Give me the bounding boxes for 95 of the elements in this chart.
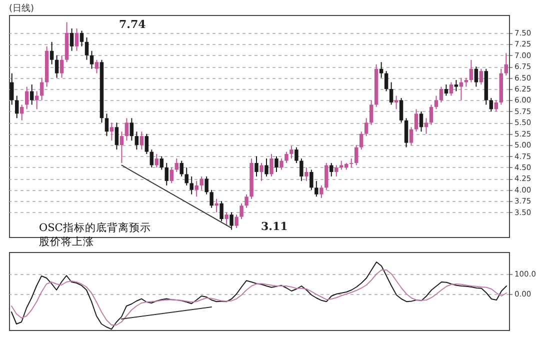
- candlestick: [94, 59, 99, 74]
- candlestick: [170, 166, 174, 184]
- candlestick: [110, 122, 114, 142]
- chart-title: (日线): [9, 3, 34, 14]
- candlestick: [200, 176, 204, 190]
- candlestick: [294, 146, 298, 164]
- candlestick: [260, 162, 264, 182]
- candlestick: [134, 131, 139, 150]
- candlestick: [419, 110, 424, 132]
- candlestick: [164, 162, 169, 186]
- candlestick: [334, 164, 338, 177]
- candlestick: [444, 84, 448, 96]
- candlestick: [74, 28, 79, 52]
- annotation: 7.74: [119, 18, 146, 31]
- candlestick: [300, 158, 304, 182]
- candlestick: [40, 77, 44, 101]
- candlestick: [254, 156, 258, 177]
- candlestick: [354, 144, 358, 166]
- candlestick: [244, 194, 248, 208]
- candlestick: [320, 184, 324, 198]
- candlestick: [394, 95, 398, 110]
- candlestick: [160, 156, 164, 170]
- line-series: [11, 270, 507, 326]
- candlestick: [90, 50, 94, 70]
- candlestick: [184, 166, 188, 186]
- candlestick: [30, 84, 34, 106]
- candlestick: [489, 97, 494, 112]
- candlestick: [140, 131, 144, 150]
- candlestick: [214, 198, 218, 213]
- candlestick: [154, 154, 159, 168]
- candlestick: [80, 30, 84, 47]
- candlestick: [204, 176, 208, 195]
- candlestick: [310, 169, 314, 190]
- candlestick: [144, 133, 149, 155]
- candlestick: [409, 126, 414, 146]
- candlestick: [364, 118, 368, 137]
- candlestick: [104, 113, 109, 137]
- candlestick: [324, 162, 328, 190]
- candlestick: [224, 212, 228, 226]
- candlestick: [234, 214, 238, 229]
- annotation: OSC指标的底背离预示股价将上涨: [39, 221, 151, 248]
- candlestick: [24, 86, 29, 110]
- candlestick: [84, 36, 89, 60]
- candlestick: [174, 158, 178, 172]
- candlestick: [434, 95, 438, 110]
- candlestick: [20, 104, 24, 121]
- candlestick: [60, 54, 64, 78]
- candlestick: [479, 68, 484, 86]
- candlestick: [330, 162, 334, 177]
- candlestick: [414, 108, 418, 132]
- candlestick: [114, 122, 119, 150]
- candlestick: [449, 82, 454, 96]
- candlestick: [399, 97, 404, 124]
- candlestick: [194, 180, 198, 198]
- candlestick: [274, 156, 278, 172]
- candlestick: [124, 118, 129, 142]
- candlestick: [14, 95, 19, 119]
- candlestick: [220, 200, 224, 222]
- candlestick: [10, 72, 14, 106]
- candlestick: [120, 131, 124, 164]
- candlestick: [70, 28, 74, 52]
- candlestick: [230, 212, 234, 230]
- candlestick: [369, 100, 374, 126]
- candlestick: [280, 158, 284, 170]
- candlestick: [180, 160, 184, 177]
- candlestick: [379, 62, 384, 78]
- candlestick: [459, 77, 464, 101]
- candlestick: [504, 52, 508, 76]
- candlestick: [404, 118, 408, 148]
- candlestick: [389, 82, 394, 106]
- candlestick: [270, 154, 274, 177]
- candlestick: [130, 118, 134, 142]
- candlestick: [304, 166, 308, 182]
- candlestick: [384, 70, 388, 92]
- candlestick: [314, 180, 318, 198]
- candlestick: [34, 90, 39, 110]
- candlestick: [264, 158, 268, 177]
- candlestick: [290, 145, 294, 160]
- candlestick: [50, 41, 54, 65]
- candlestick: [284, 151, 288, 164]
- candlestick: [429, 104, 434, 126]
- candlestick: [190, 176, 194, 195]
- candlestick: [210, 189, 214, 208]
- candlestick: [494, 100, 498, 112]
- annotation: 3.11: [261, 220, 288, 233]
- candlestick: [469, 59, 474, 83]
- candlestick: [54, 54, 59, 78]
- candlestick: [424, 118, 428, 134]
- candlestick: [454, 80, 458, 92]
- line-series: [11, 262, 507, 330]
- candlestick: [439, 86, 444, 103]
- candlestick: [359, 131, 364, 150]
- candlestick: [240, 202, 244, 220]
- candlestick: [150, 149, 154, 168]
- candlestick: [474, 66, 478, 88]
